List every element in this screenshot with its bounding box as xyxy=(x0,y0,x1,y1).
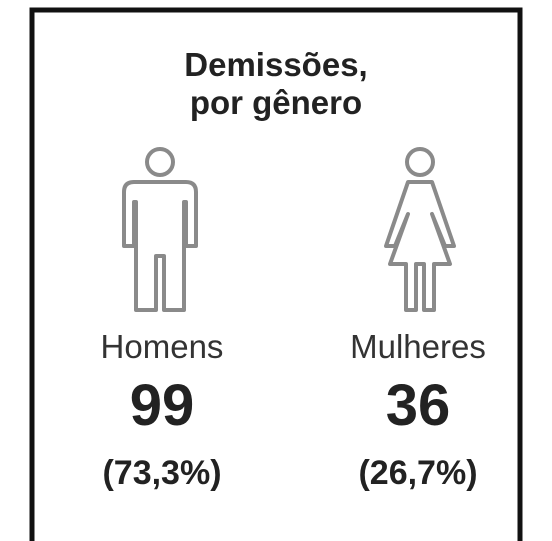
frame xyxy=(29,7,523,541)
title-line: Demissões, xyxy=(184,46,367,83)
group-count: 99 xyxy=(130,373,195,438)
group-label: Mulheres xyxy=(350,328,486,365)
group-percent: (26,7%) xyxy=(358,454,477,492)
male-icon xyxy=(122,147,198,312)
female-icon xyxy=(384,147,456,312)
title-line: por gênero xyxy=(190,84,362,121)
group-count: 36 xyxy=(386,373,451,438)
group-label: Homens xyxy=(101,328,224,365)
group-percent: (73,3%) xyxy=(102,454,221,492)
